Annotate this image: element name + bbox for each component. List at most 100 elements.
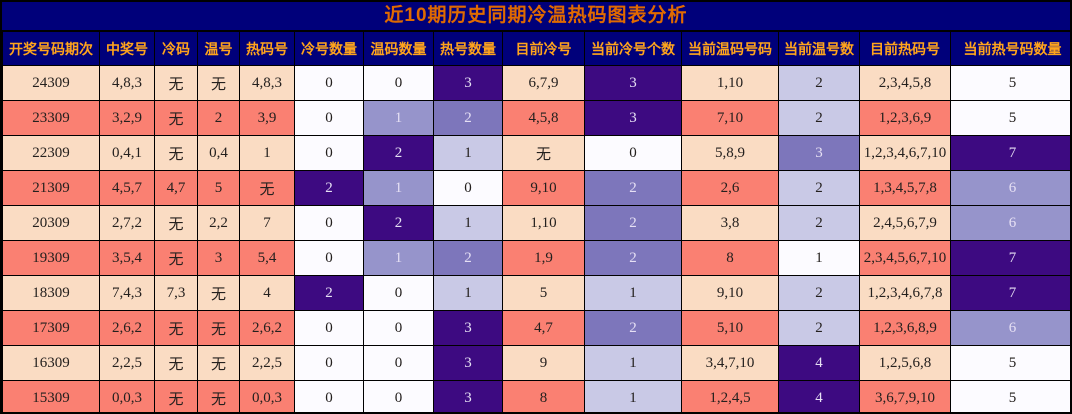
cell-warm-number: 0,4 [197, 135, 240, 171]
cell-current-hot: 2,3,4,5,8 [859, 65, 951, 101]
cell-winning-number: 3,5,4 [99, 240, 155, 276]
column-header-current-warm: 当前温码号码 [681, 31, 779, 66]
cell-current-hot-count: 6 [950, 310, 1070, 346]
cell-current-cold-count: 2 [584, 170, 682, 206]
cell-hot-code: 2,2,5 [239, 345, 295, 381]
cell-cold-count: 0 [294, 345, 364, 381]
cell-warm-count: 0 [363, 345, 434, 381]
cell-cold-code: 无 [154, 65, 198, 101]
cell-current-warm-count: 2 [778, 100, 860, 136]
column-header-warm-number: 温号 [197, 31, 240, 66]
cell-hot-count: 3 [433, 310, 503, 346]
cell-warm-count: 0 [363, 65, 434, 101]
cell-warm-number: 无 [197, 65, 240, 101]
cell-current-warm: 3,4,7,10 [681, 345, 779, 381]
cell-current-hot: 1,3,4,5,7,8 [859, 170, 951, 206]
cell-period: 17309 [2, 310, 100, 346]
analysis-table: 开奖号码期次 中奖号 冷码 温号 热码号 冷号数量 温码数量 热号数量 目前冷号 当前冷号个数 当前… [2, 31, 1070, 412]
cell-current-cold-count: 1 [584, 380, 682, 412]
cell-current-warm-count: 3 [778, 135, 860, 171]
column-header-hot-code: 热码号 [239, 31, 295, 66]
cell-current-warm-count: 4 [778, 380, 860, 412]
cell-hot-count: 2 [433, 240, 503, 276]
cell-cold-code: 无 [154, 100, 198, 136]
cell-current-hot-count: 5 [950, 345, 1070, 381]
panel-title: 近10期历史同期冷温热码图表分析 [2, 2, 1070, 31]
cell-warm-number: 2 [197, 100, 240, 136]
cell-winning-number: 2,7,2 [99, 205, 155, 241]
cell-current-warm-count: 1 [778, 240, 860, 276]
cell-period: 24309 [2, 65, 100, 101]
table-row: 18309 7,4,3 7,3 无 4 2 0 1 5 1 9,10 2 1,2,3,4,6,7,8 7 [2, 275, 1070, 311]
cell-cold-code: 无 [154, 205, 198, 241]
cell-cold-count: 2 [294, 170, 364, 206]
table-row: 19309 3,5,4 无 3 5,4 0 1 2 1,9 2 8 1 2,3,4,5,6,7,10 7 [2, 240, 1070, 276]
cell-winning-number: 7,4,3 [99, 275, 155, 311]
cell-warm-count: 1 [363, 100, 434, 136]
cell-hot-code: 0,0,3 [239, 380, 295, 412]
cell-warm-number: 5 [197, 170, 240, 206]
table-row: 21309 4,5,7 4,7 5 无 2 1 0 9,10 2 2,6 2 1,3,4,5,7,8 6 [2, 170, 1070, 206]
cell-cold-code: 7,3 [154, 275, 198, 311]
cell-current-warm-count: 2 [778, 170, 860, 206]
cell-period: 22309 [2, 135, 100, 171]
cell-period: 15309 [2, 380, 100, 412]
cell-current-cold: 9,10 [502, 170, 585, 206]
cell-current-hot-count: 5 [950, 65, 1070, 101]
cell-cold-code: 无 [154, 310, 198, 346]
cell-current-cold: 9 [502, 345, 585, 381]
cell-cold-count: 0 [294, 135, 364, 171]
header-row: 开奖号码期次 中奖号 冷码 温号 热码号 冷号数量 温码数量 热号数量 目前冷号 当前冷号个数 当前… [2, 31, 1070, 66]
cell-cold-code: 无 [154, 345, 198, 381]
cell-warm-count: 1 [363, 170, 434, 206]
table-row: 17309 2,6,2 无无 2,6,2 0 0 3 4,7 2 5,10 2 1,2,3,6,8,9… [2, 310, 1070, 346]
cell-current-hot-count: 6 [950, 205, 1070, 241]
cell-current-cold: 8 [502, 380, 585, 412]
cell-current-cold-count: 2 [584, 240, 682, 276]
cell-cold-count: 0 [294, 380, 364, 412]
cell-period: 19309 [2, 240, 100, 276]
cell-warm-number: 无 [197, 380, 240, 412]
cell-warm-number: 3 [197, 240, 240, 276]
cell-period: 23309 [2, 100, 100, 136]
cell-warm-count: 2 [363, 135, 434, 171]
cell-winning-number: 3,2,9 [99, 100, 155, 136]
cell-period: 18309 [2, 275, 100, 311]
cell-warm-number: 2,2 [197, 205, 240, 241]
cell-current-hot: 1,2,3,4,6,7,10 [859, 135, 951, 171]
cell-current-warm-count: 2 [778, 65, 860, 101]
cell-current-warm-count: 2 [778, 310, 860, 346]
cell-current-cold-count: 3 [584, 100, 682, 136]
cell-current-hot-count: 7 [950, 240, 1070, 276]
cell-hot-code: 4 [239, 275, 295, 311]
cell-current-warm-count: 2 [778, 275, 860, 311]
cell-cold-count: 0 [294, 65, 364, 101]
cell-current-cold: 5 [502, 275, 585, 311]
cell-cold-code: 无 [154, 240, 198, 276]
cell-period: 21309 [2, 170, 100, 206]
cell-cold-count: 2 [294, 275, 364, 311]
cell-period: 16309 [2, 345, 100, 381]
cell-current-hot: 2,4,5,6,7,9 [859, 205, 951, 241]
cell-hot-count: 0 [433, 170, 503, 206]
cell-hot-code: 5,4 [239, 240, 295, 276]
cell-current-hot: 1,2,3,6,8,9 [859, 310, 951, 346]
cell-current-cold: 6,7,9 [502, 65, 585, 101]
cell-current-warm: 5,8,9 [681, 135, 779, 171]
cell-cold-count: 0 [294, 240, 364, 276]
cell-current-cold-count: 1 [584, 275, 682, 311]
column-header-current-cold: 目前冷号 [502, 31, 585, 66]
cell-cold-count: 0 [294, 310, 364, 346]
cell-cold-code: 无 [154, 380, 198, 412]
cell-current-cold: 无 [502, 135, 585, 171]
cell-current-hot-count: 5 [950, 380, 1070, 412]
cell-current-warm-count: 4 [778, 345, 860, 381]
cell-current-cold: 1,9 [502, 240, 585, 276]
column-header-cold-code: 冷码 [154, 31, 198, 66]
cell-winning-number: 0,4,1 [99, 135, 155, 171]
cell-warm-count: 0 [363, 275, 434, 311]
cell-winning-number: 2,2,5 [99, 345, 155, 381]
cell-warm-number: 无 [197, 310, 240, 346]
column-header-cold-count: 冷号数量 [294, 31, 364, 66]
